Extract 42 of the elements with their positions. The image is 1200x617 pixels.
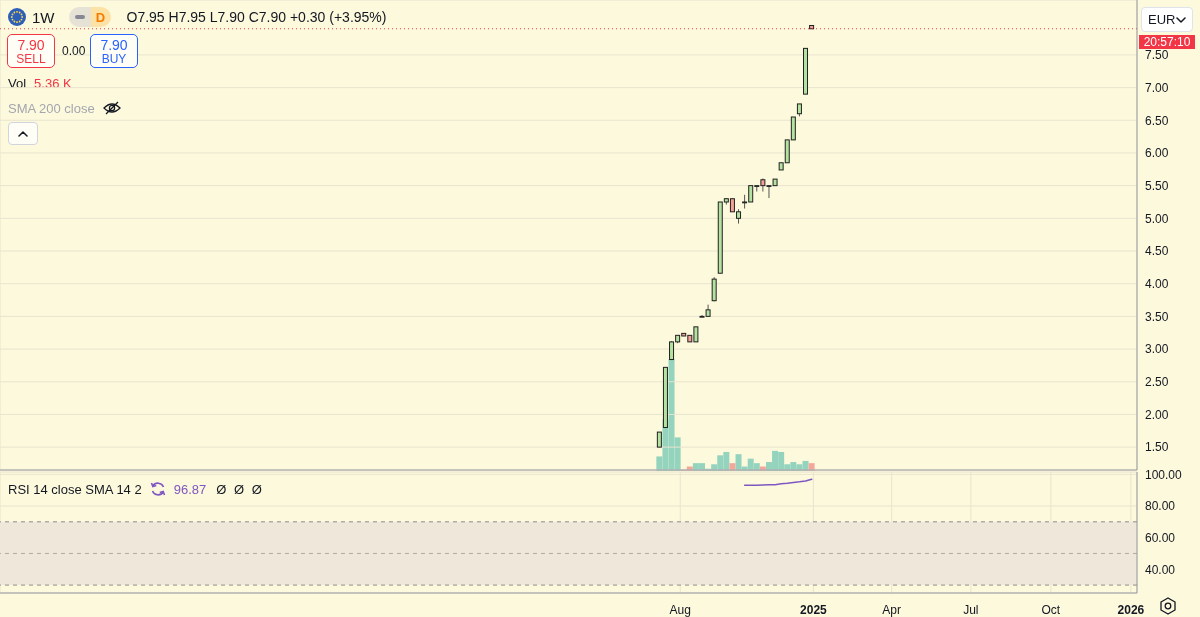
y-tick-label: 5.00 <box>1145 211 1169 226</box>
x-tick-label: Oct <box>1041 603 1061 617</box>
y-tick-label: 2.00 <box>1145 407 1169 422</box>
y-tick-label: 3.00 <box>1145 342 1169 357</box>
text: 1W <box>32 8 55 26</box>
annotation: 5.36 K <box>34 76 72 91</box>
annotation: SELL <box>16 52 46 66</box>
sell-button: 7.90 SELL <box>7 34 55 68</box>
text: 20:57:10 <box>1143 35 1191 49</box>
candlestick <box>711 276 717 302</box>
y-tick-label: 100.00 <box>1145 467 1183 482</box>
x-tick-label: Jul <box>963 603 979 617</box>
y-tick-label: 40.00 <box>1145 562 1176 577</box>
x-tick-label: Aug <box>669 603 691 617</box>
annotation: D <box>95 9 106 25</box>
annotation: 96.87 <box>173 481 207 497</box>
buy-button: 7.90 BUY <box>90 34 138 68</box>
y-tick-label: 4.00 <box>1145 276 1169 291</box>
y-tick-label: 7.00 <box>1145 80 1169 95</box>
annotation: 7.90 <box>100 37 128 53</box>
y-tick-label: 6.00 <box>1145 146 1169 161</box>
x-tick-label: Apr <box>882 603 902 617</box>
y-tick-label: 2.50 <box>1145 375 1169 390</box>
text: RSI 14 close SMA 14 2 <box>8 481 142 497</box>
text: O7.95 H7.95 L7.90 C7.90 +0.30 (+3.95%) <box>126 9 387 25</box>
currency-dropdown: EUR <box>1141 7 1193 32</box>
y-tick-label: 3.50 <box>1145 309 1169 324</box>
y-tick-label: 7.50 <box>1145 48 1169 63</box>
chart-title: Vol <box>8 76 27 91</box>
annotation: SMA 200 close <box>8 100 95 116</box>
x-tick-label: 2026 <box>1117 603 1145 617</box>
annotation: 0.00 <box>62 44 86 58</box>
y-tick-label: 5.50 <box>1145 178 1169 193</box>
y-tick-label: 4.50 <box>1145 244 1169 259</box>
y-tick-label: 80.00 <box>1145 499 1176 514</box>
y-tick-label: 6.50 <box>1145 113 1169 128</box>
annotation: BUY <box>101 52 127 66</box>
y-tick-label: 60.00 <box>1145 530 1176 545</box>
x-tick-label: 2025 <box>800 603 828 617</box>
annotation: 7.90 <box>17 37 45 53</box>
annotation: Ø Ø Ø <box>216 481 262 497</box>
y-tick-label: 1.50 <box>1145 440 1169 455</box>
